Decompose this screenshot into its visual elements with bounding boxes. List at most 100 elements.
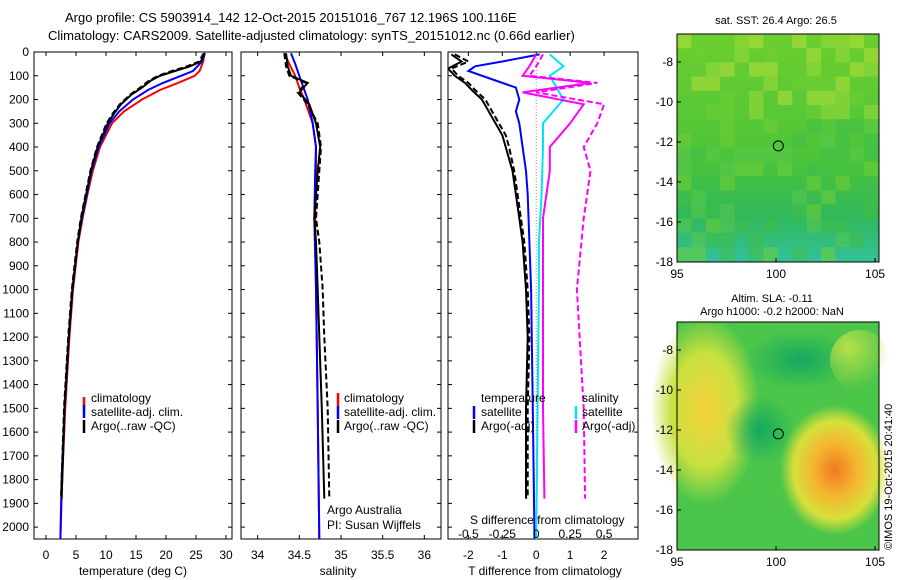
sst-pixel bbox=[763, 48, 778, 63]
sst-pixel bbox=[705, 232, 721, 247]
sst-pixel bbox=[821, 247, 836, 262]
sst-pixel bbox=[849, 147, 865, 162]
legend-sal-argo: Argo(-adj) bbox=[582, 419, 635, 433]
sst-pixel bbox=[677, 147, 692, 162]
y-tick-label: 100 bbox=[9, 69, 29, 83]
sst-pixel bbox=[720, 133, 735, 148]
temperature-plot-frame bbox=[33, 51, 233, 540]
map-y-tick-label: -12 bbox=[656, 423, 674, 437]
x-tick-label: 20 bbox=[159, 548, 173, 562]
sst-pixel bbox=[777, 147, 793, 162]
x-tick-label: 1 bbox=[567, 548, 574, 562]
sst-pixel bbox=[720, 90, 735, 105]
x-tick-label: 25 bbox=[189, 548, 203, 562]
sst-pixel bbox=[763, 247, 778, 262]
sst-pixel bbox=[734, 48, 749, 63]
temperature-panel: 0100200300400500600700800900100011001200… bbox=[2, 45, 233, 578]
sst-pixel bbox=[806, 62, 821, 77]
sst-pixel bbox=[691, 204, 706, 219]
sst-pixel bbox=[864, 161, 879, 176]
legend-climatology: climatology bbox=[91, 391, 151, 405]
difference-depth-ticks bbox=[448, 51, 638, 528]
sst-pixel bbox=[864, 105, 879, 120]
legend-temp-satellite: satellite bbox=[481, 405, 522, 419]
sst-pixel bbox=[792, 133, 807, 148]
sst-pixel bbox=[691, 190, 706, 205]
map-y-tick-label: -10 bbox=[656, 95, 674, 109]
sst-pixel bbox=[749, 147, 764, 162]
sla-high-northeast bbox=[830, 330, 890, 390]
sla-map-title-line1: Altim. SLA: -0.11 bbox=[731, 293, 813, 305]
s-difference-label: S difference from climatology bbox=[470, 513, 625, 527]
map-y-tick-label: -16 bbox=[656, 215, 674, 229]
sst-pixel bbox=[792, 76, 807, 91]
map-x-tick-label: 105 bbox=[865, 267, 885, 281]
sst-pixel bbox=[691, 48, 706, 63]
series-line-argo-adj- bbox=[449, 53, 531, 499]
temperature-xlabel: temperature (deg C) bbox=[79, 564, 187, 578]
sst-pixel bbox=[864, 190, 879, 205]
sst-pixel bbox=[749, 62, 764, 77]
sst-pixel bbox=[849, 232, 865, 247]
difference-panel: -2 -1 0 1 2 S difference from climatology -0… bbox=[447, 51, 639, 578]
sst-pixel bbox=[749, 161, 764, 176]
difference-lines bbox=[448, 53, 606, 539]
sal-diff-tick-label: 0.5 bbox=[596, 527, 613, 541]
salinity-plot-frame bbox=[240, 51, 442, 540]
x-tick-label: 30 bbox=[219, 548, 233, 562]
sst-pixel bbox=[691, 247, 706, 262]
sst-pixel bbox=[806, 161, 821, 176]
legend-satellite: satellite-adj. clim. bbox=[344, 405, 436, 419]
map-y-tick-label: -14 bbox=[656, 463, 674, 477]
salinity-legend: climatology satellite-adj. clim. Argo(..… bbox=[336, 391, 436, 433]
y-tick-label: 2000 bbox=[2, 520, 29, 534]
sst-pixel bbox=[792, 190, 807, 205]
sst-pixel bbox=[849, 62, 865, 77]
depth-axis: 0 100 200 300 400 500 600 700 800 900 1000 1100 1200… bbox=[2, 45, 232, 534]
sst-pixel bbox=[864, 204, 879, 219]
sst-pixel bbox=[691, 76, 706, 91]
x-tick-label: -2 bbox=[463, 548, 474, 562]
map-y-tick-label: -18 bbox=[656, 255, 674, 269]
map-x-tick-label: 100 bbox=[766, 555, 786, 569]
x-tick-label: 36 bbox=[418, 548, 432, 562]
y-tick-label: 1700 bbox=[2, 449, 29, 463]
sst-pixel bbox=[677, 176, 692, 191]
figure-title-line1: Argo profile: CS 5903914_142 12-Oct-2015… bbox=[65, 10, 517, 25]
x-tick-label: 35 bbox=[334, 548, 348, 562]
sst-pixel bbox=[792, 34, 807, 49]
y-tick-label: 1800 bbox=[2, 473, 29, 487]
sst-pixel bbox=[806, 48, 821, 63]
sst-pixel bbox=[749, 232, 764, 247]
sst-pixel bbox=[821, 133, 836, 148]
sst-pixel bbox=[864, 119, 879, 134]
x-tick-label: 34 bbox=[251, 548, 265, 562]
map-y-tick-label: -16 bbox=[656, 503, 674, 517]
sst-pixel bbox=[835, 34, 850, 49]
sst-pixel bbox=[763, 176, 778, 191]
sst-pixel bbox=[821, 147, 836, 162]
sst-pixel bbox=[835, 76, 850, 91]
sst-pixel bbox=[691, 176, 706, 191]
y-tick-label: 800 bbox=[9, 235, 29, 249]
sst-pixel bbox=[705, 204, 721, 219]
sst-map-frame bbox=[676, 33, 880, 263]
series-line-satellite bbox=[466, 53, 540, 539]
difference-x-axis: -2 -1 0 1 2 bbox=[463, 52, 608, 562]
argo-position-marker bbox=[772, 140, 784, 152]
map-x-tick-label: 100 bbox=[766, 267, 786, 281]
sst-pixel bbox=[806, 90, 821, 105]
argo-source-label: Argo Australia bbox=[327, 503, 402, 517]
series-line-argo-adj- bbox=[527, 53, 606, 499]
x-tick-label: 15 bbox=[129, 548, 143, 562]
sst-pixel bbox=[677, 190, 692, 205]
legend-salinity-header: salinity bbox=[582, 391, 619, 405]
imos-timestamp: ©IMOS 19-Oct-2015 20:41:40 bbox=[883, 403, 895, 550]
legend-climatology: climatology bbox=[344, 391, 404, 405]
sla-map-panel: Altim. SLA: -0.11 Argo h1000: -0.2 h2000… bbox=[650, 293, 890, 569]
salinity-depth-ticks bbox=[241, 51, 441, 528]
sst-pixel bbox=[720, 176, 735, 191]
legend-temperature-header: temperature bbox=[481, 391, 546, 405]
sla-map-frame bbox=[676, 321, 880, 551]
